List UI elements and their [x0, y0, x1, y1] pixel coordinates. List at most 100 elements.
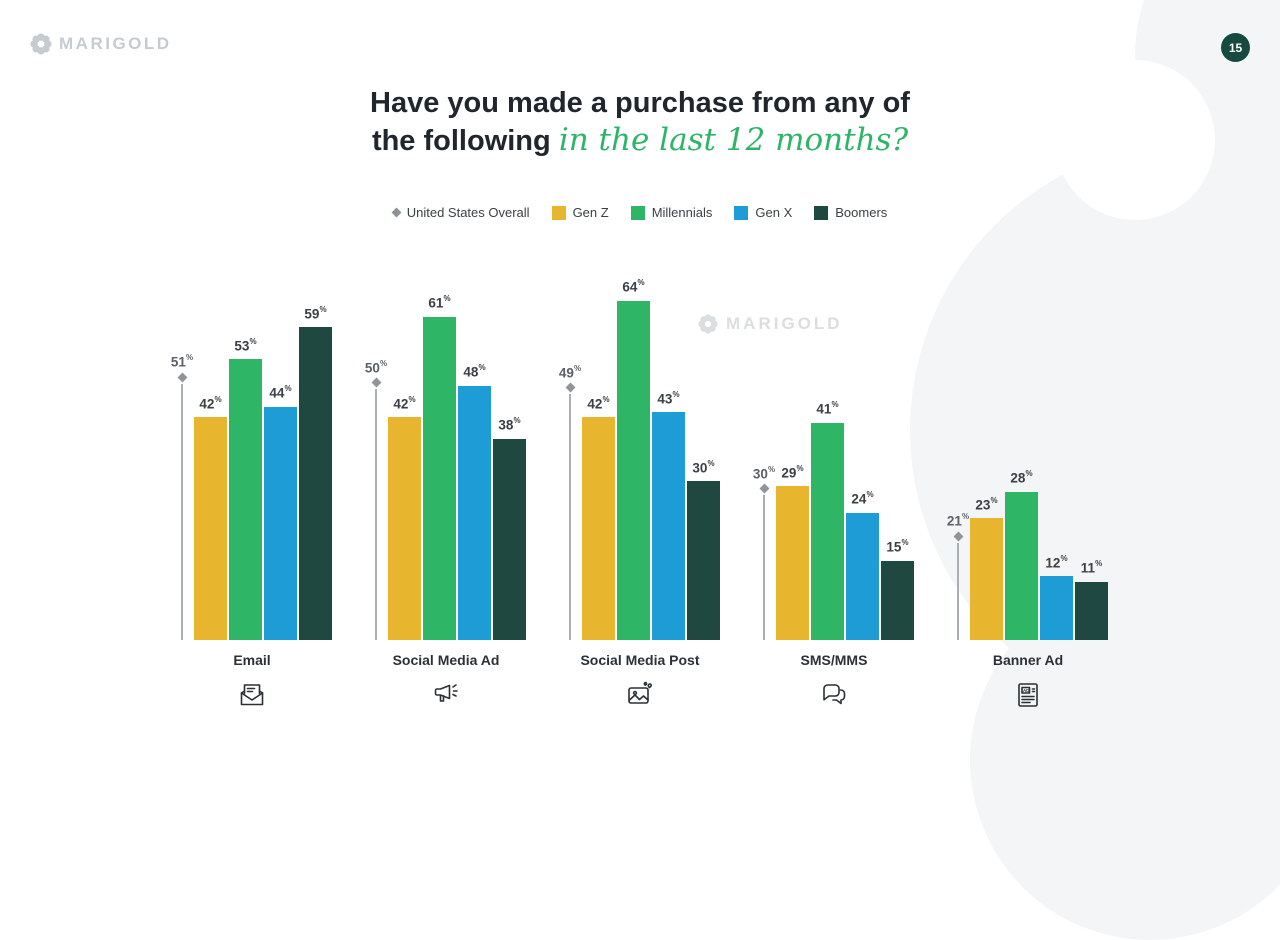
bar-value-label: 30%	[692, 458, 715, 476]
bar-value-label: 42%	[587, 394, 610, 412]
background-shape-cutout	[1055, 60, 1215, 220]
bar-value-label: 48%	[463, 363, 486, 380]
bar-boomers-sms-mms: 15%	[881, 538, 914, 640]
bar-millennials-social-media-ad: 61%	[423, 294, 456, 640]
image-post-icon	[560, 680, 720, 710]
bar	[970, 518, 1003, 640]
legend-item-millennials: Millennials	[630, 205, 712, 220]
bar-group-banner-ad: 21% 23% 28% 12% 11% Banner Ad AD	[946, 260, 1108, 707]
legend-item-gen-z: Gen Z	[551, 205, 609, 220]
overall-marker-line	[569, 394, 571, 640]
bar-millennials-banner-ad: 28%	[1005, 469, 1038, 640]
bar-value-label: 64%	[622, 278, 645, 295]
bar	[264, 406, 297, 640]
bar-value-label: 11%	[1080, 559, 1103, 576]
legend: United States Overall Gen Z Millennials …	[0, 205, 1280, 220]
bar	[687, 481, 720, 640]
bar-value-label: 38%	[498, 416, 521, 433]
category-label-banner-ad: Banner Ad	[992, 652, 1064, 668]
watermark-flower-icon	[698, 314, 718, 334]
bar-millennials-sms-mms: 41%	[811, 400, 844, 640]
bar-boomers-social-media-ad: 38%	[493, 416, 526, 640]
bar	[493, 438, 526, 640]
legend-item-boomers: Boomers	[814, 205, 887, 220]
banner-ad-icon: AD	[948, 680, 1108, 710]
overall-marker-email: 51%	[171, 353, 193, 640]
bar	[652, 412, 685, 640]
bar	[1005, 491, 1038, 640]
bar	[194, 417, 227, 640]
percent-sign: %	[990, 495, 998, 505]
bar	[388, 417, 421, 640]
percent-sign: %	[1025, 469, 1033, 479]
bar-gen-x-email: 44%	[264, 384, 297, 640]
overall-value-label: 30%	[752, 464, 776, 482]
bar	[1040, 576, 1073, 640]
bar	[299, 327, 332, 640]
overall-marker-banner-ad: 21%	[946, 512, 970, 640]
bar-boomers-email: 59%	[299, 304, 332, 640]
overall-marker-line	[763, 495, 765, 640]
percent-sign: %	[672, 389, 680, 399]
overall-marker-line	[181, 383, 183, 640]
overall-marker-line	[375, 389, 377, 640]
category-label-social-media-post: Social Media Post	[580, 652, 700, 668]
percent-sign: %	[1095, 559, 1103, 569]
bar-value-label: 59%	[304, 304, 327, 322]
overall-marker-social-media-post: 49%	[558, 363, 582, 640]
percent-sign: %	[249, 336, 257, 346]
percent-sign: %	[214, 394, 222, 404]
percent-sign: %	[573, 363, 582, 373]
bar-value-label: 24%	[851, 490, 874, 507]
bar	[229, 359, 262, 640]
bar-gen-z-banner-ad: 23%	[970, 495, 1003, 640]
bar-gen-z-sms-mms: 29%	[776, 463, 809, 640]
bar-value-label: 61%	[428, 294, 451, 311]
percent-sign: %	[408, 394, 416, 404]
bar-value-label: 15%	[886, 538, 909, 555]
overall-value-label: 49%	[558, 363, 582, 381]
watermark-text: MARIGOLD	[726, 314, 843, 333]
legend-item-gen-x: Gen X	[734, 205, 792, 220]
percent-sign: %	[513, 416, 521, 426]
megaphone-icon	[366, 680, 526, 710]
bar-value-label: 42%	[199, 394, 222, 412]
diamond-icon	[371, 377, 381, 388]
diamond-icon	[759, 483, 769, 494]
bar-group-sms-mms: 30% 29% 41% 24% 15% SMS/MMS	[752, 260, 914, 705]
diamond-icon	[177, 372, 187, 383]
chart: 51% 42% 53% 44% 59% Email 50% 42% 61%	[171, 260, 1108, 707]
percent-sign: %	[707, 458, 715, 468]
bar-millennials-social-media-post: 64%	[617, 278, 650, 640]
bar-gen-x-social-media-post: 43%	[652, 389, 685, 640]
percent-sign: %	[443, 294, 451, 304]
bar	[582, 417, 615, 640]
category-label-sms-mms: SMS/MMS	[800, 652, 868, 668]
bar-boomers-banner-ad: 11%	[1075, 559, 1108, 640]
percent-sign: %	[831, 400, 839, 410]
bar-gen-z-email: 42%	[194, 394, 227, 640]
bar-gen-x-social-media-ad: 48%	[458, 363, 491, 640]
percent-sign: %	[866, 490, 874, 500]
bar	[1075, 581, 1108, 640]
overall-value-label: 21%	[946, 512, 970, 529]
percent-sign: %	[478, 363, 486, 373]
svg-text:AD: AD	[1023, 688, 1029, 693]
percent-sign: %	[379, 358, 388, 368]
legend-item-overall: United States Overall	[391, 205, 530, 220]
marigold-logo-text: MARIGOLD	[59, 34, 172, 53]
bar-group-social-media-post: 49% 42% 64% 43% 30% Social Media Post	[558, 260, 720, 704]
bar-boomers-social-media-post: 30%	[687, 458, 720, 640]
marigold-flower-icon	[30, 33, 52, 55]
bar	[423, 316, 456, 640]
percent-sign: %	[796, 463, 804, 473]
legend-label: United States Overall	[406, 205, 530, 220]
legend-label: Gen X	[755, 205, 793, 220]
overall-marker-sms-mms: 30%	[752, 464, 776, 640]
percent-sign: %	[319, 304, 327, 314]
chat-icon	[754, 680, 914, 710]
percent-sign: %	[637, 278, 645, 288]
bar	[881, 560, 914, 640]
diamond-icon	[953, 531, 963, 542]
diamond-icon	[565, 382, 575, 393]
